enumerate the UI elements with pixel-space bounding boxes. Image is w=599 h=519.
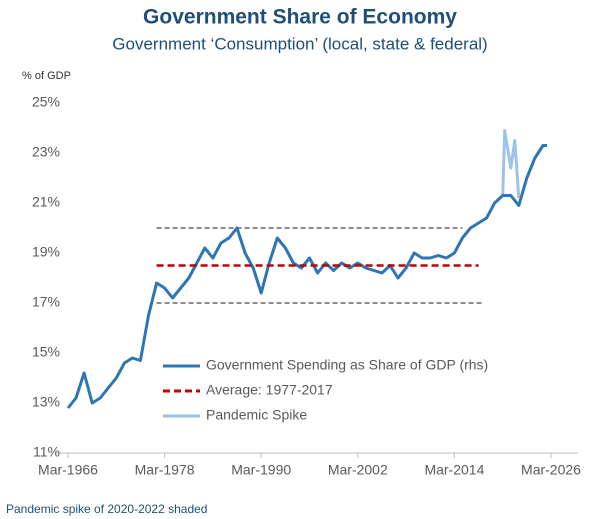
y-tick-label: 17% bbox=[32, 294, 60, 310]
x-tick-label: Mar-2002 bbox=[328, 462, 388, 478]
y-tick-label: 11% bbox=[33, 444, 60, 460]
y-axis-label: % of GDP bbox=[22, 70, 71, 82]
footnote: Pandemic spike of 2020-2022 shaded bbox=[6, 502, 207, 516]
chart-title: Government Share of Economy bbox=[143, 6, 457, 29]
y-tick-label: 25% bbox=[32, 94, 60, 110]
y-tick-label: 13% bbox=[32, 394, 60, 410]
y-tick-label: 21% bbox=[32, 194, 60, 210]
x-tick-label: Mar-1990 bbox=[231, 462, 291, 478]
legend-label: Average: 1977-2017 bbox=[206, 382, 333, 398]
series-line bbox=[66, 144, 547, 409]
x-tick-label: Mar-1966 bbox=[38, 462, 98, 478]
y-tick-label: 19% bbox=[32, 244, 60, 260]
x-tick-label: Mar-2026 bbox=[521, 462, 581, 478]
y-tick-label: 15% bbox=[32, 344, 60, 360]
legend-label: Pandemic Spike bbox=[206, 407, 307, 423]
y-tick-label: 23% bbox=[32, 144, 60, 160]
x-tick-label: Mar-1978 bbox=[135, 462, 195, 478]
x-tick-label: Mar-2014 bbox=[424, 462, 484, 478]
chart-subtitle: Government ‘Consumption’ (local, state &… bbox=[112, 34, 487, 53]
legend-label: Government Spending as Share of GDP (rhs… bbox=[206, 357, 488, 373]
series-line bbox=[501, 129, 521, 199]
